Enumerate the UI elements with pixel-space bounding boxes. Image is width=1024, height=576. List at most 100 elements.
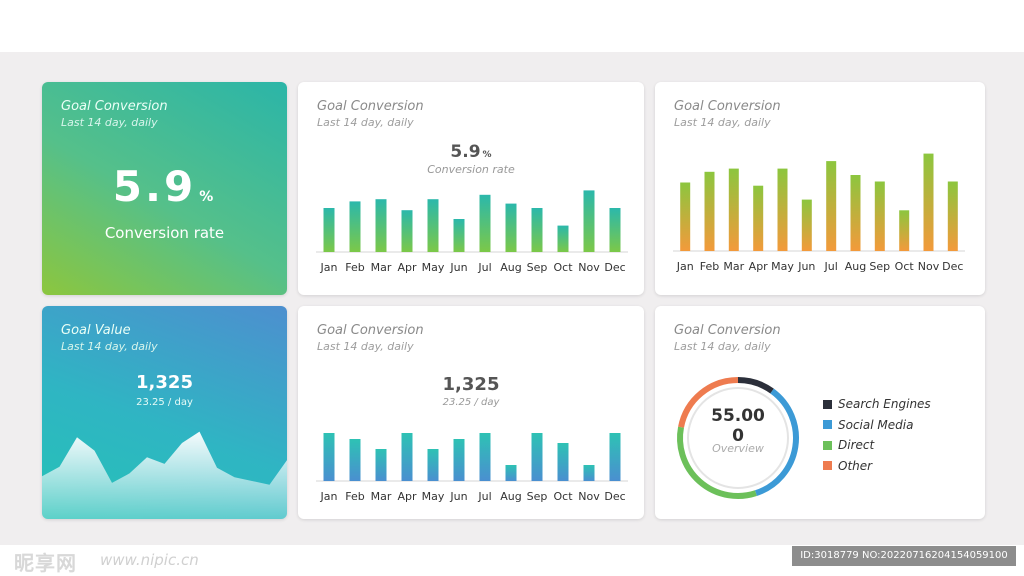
- headline-per-day: 23.25 / day: [442, 397, 500, 408]
- legend-label: Search Engines: [838, 397, 931, 412]
- bar-chart-blue: Jan Feb Mar Apr May Jun Jul Aug Sep Oct Nov Dec: [316, 433, 628, 503]
- donut-slice-other: [678, 377, 739, 428]
- card-title: Goal Conversion: [61, 99, 168, 114]
- bar-dec: [609, 208, 621, 252]
- card-subtitle: Last 14 day, daily: [317, 340, 414, 353]
- card-subtitle: Last 14 day, daily: [317, 116, 414, 129]
- bar-jun: [453, 219, 465, 252]
- bar-jan: [323, 208, 335, 252]
- bar-dec: [947, 181, 958, 251]
- tick-label-jun: Jun: [449, 490, 467, 503]
- tick-label-oct: Oct: [553, 490, 573, 503]
- bar-orange-card[interactable]: Goal Conversion Last 14 day, daily Jan Fe…: [655, 82, 985, 295]
- donut-value-line1: 55.00: [711, 406, 765, 426]
- tick-label-aug: Aug: [500, 490, 521, 503]
- headline-value: 5.9: [450, 142, 481, 162]
- bar-oct: [557, 225, 569, 252]
- bar-value-card[interactable]: Goal Conversion Last 14 day, daily 1,325…: [298, 306, 644, 519]
- bar-jul: [479, 194, 491, 252]
- donut-card[interactable]: Goal Conversion Last 14 day, daily 55.00…: [655, 306, 985, 519]
- bar-may: [427, 199, 439, 252]
- tick-label-jul: Jul: [824, 260, 838, 273]
- tick-label-mar: Mar: [723, 260, 744, 273]
- card-subtitle: Last 14 day, daily: [61, 340, 158, 353]
- card-subtitle: Last 14 day, daily: [674, 340, 771, 353]
- legend-swatch: [823, 399, 832, 409]
- tick-label-apr: Apr: [749, 260, 769, 273]
- bar-apr: [401, 433, 413, 481]
- headline-unit: %: [482, 150, 492, 160]
- card-title: Goal Conversion: [674, 99, 781, 114]
- tick-label-may: May: [422, 490, 445, 503]
- tick-label-jan: Jan: [676, 260, 694, 273]
- legend-label: Social Media: [838, 417, 914, 432]
- bar-nov: [583, 465, 595, 481]
- tick-label-mar: Mar: [371, 490, 392, 503]
- kpi-conversion-card[interactable]: Goal Conversion Last 14 day, daily 5.9% …: [42, 82, 287, 295]
- card-title: Goal Conversion: [317, 99, 424, 114]
- tick-label-jul: Jul: [477, 490, 491, 503]
- kpi-unit: %: [199, 189, 217, 205]
- donut-slice-direct: [677, 426, 757, 499]
- donut-center-label: Overview: [712, 442, 764, 455]
- bar-dec: [609, 433, 621, 481]
- bar-jul: [826, 161, 837, 251]
- tick-label-aug: Aug: [845, 260, 866, 273]
- bar-conversion-card[interactable]: Goal Conversion Last 14 day, daily 5.9% …: [298, 82, 644, 295]
- kpi-value-card[interactable]: Goal Value Last 14 day, daily 1,325 23.2…: [42, 306, 287, 519]
- bar-may: [427, 449, 439, 481]
- bar-chart-orange: Jan Feb Mar Apr May Jun Jul Aug Sep Oct Nov Dec: [673, 153, 965, 273]
- tick-label-dec: Dec: [604, 490, 625, 503]
- tick-label-nov: Nov: [578, 261, 600, 274]
- tick-label-jun: Jun: [449, 261, 467, 274]
- tick-label-may: May: [771, 260, 794, 273]
- tick-label-jul: Jul: [477, 261, 491, 274]
- card-title: Goal Conversion: [674, 323, 781, 338]
- tick-label-may: May: [422, 261, 445, 274]
- bar-oct: [899, 210, 910, 251]
- tick-label-feb: Feb: [700, 260, 719, 273]
- tick-label-oct: Oct: [553, 261, 573, 274]
- headline-value: 1,325: [442, 374, 500, 395]
- tick-label-dec: Dec: [604, 261, 625, 274]
- donut-center-value: 55.00 0: [675, 406, 801, 446]
- kpi-value: 1,325: [136, 372, 193, 393]
- tick-label-nov: Nov: [578, 490, 600, 503]
- bar-aug: [505, 203, 517, 252]
- tick-label-sep: Sep: [527, 261, 548, 274]
- donut-chart: [677, 377, 799, 499]
- bar-mar: [375, 449, 387, 481]
- watermark-logo: 昵享网: [14, 551, 77, 575]
- top-bar: [0, 0, 1024, 52]
- bar-nov: [583, 190, 595, 252]
- tick-label-mar: Mar: [371, 261, 392, 274]
- bar-apr: [753, 185, 764, 251]
- donut-inner-ring: [687, 387, 789, 489]
- bar-feb: [349, 439, 361, 481]
- card-subtitle: Last 14 day, daily: [674, 116, 771, 129]
- bar-feb: [704, 171, 715, 251]
- area-series: [42, 431, 287, 519]
- bar-jun: [453, 439, 465, 481]
- bar-jul: [479, 433, 491, 481]
- bar-mar: [375, 199, 387, 252]
- tick-label-aug: Aug: [500, 261, 521, 274]
- bar-jan: [323, 433, 335, 481]
- donut-slice-search-engines: [737, 377, 774, 394]
- tick-label-feb: Feb: [345, 261, 364, 274]
- tick-label-sep: Sep: [527, 490, 548, 503]
- kpi-value: 5.9%: [42, 162, 287, 211]
- kpi-number: 5.9: [112, 162, 197, 211]
- watermark-id: ID:3018779 NO:20220716204154059100: [792, 546, 1016, 566]
- donut-value-line2: 0: [732, 426, 744, 446]
- bar-sep: [531, 208, 543, 252]
- legend-item-other: Other: [823, 456, 931, 477]
- legend-swatch: [823, 461, 832, 471]
- tick-label-jan: Jan: [320, 261, 338, 274]
- bar-sep: [531, 433, 543, 481]
- bar-aug: [850, 175, 861, 251]
- tick-label-sep: Sep: [869, 260, 890, 273]
- bar-oct: [557, 443, 569, 481]
- legend-item-search-engines: Search Engines: [823, 394, 931, 415]
- kpi-label: Conversion rate: [104, 224, 225, 242]
